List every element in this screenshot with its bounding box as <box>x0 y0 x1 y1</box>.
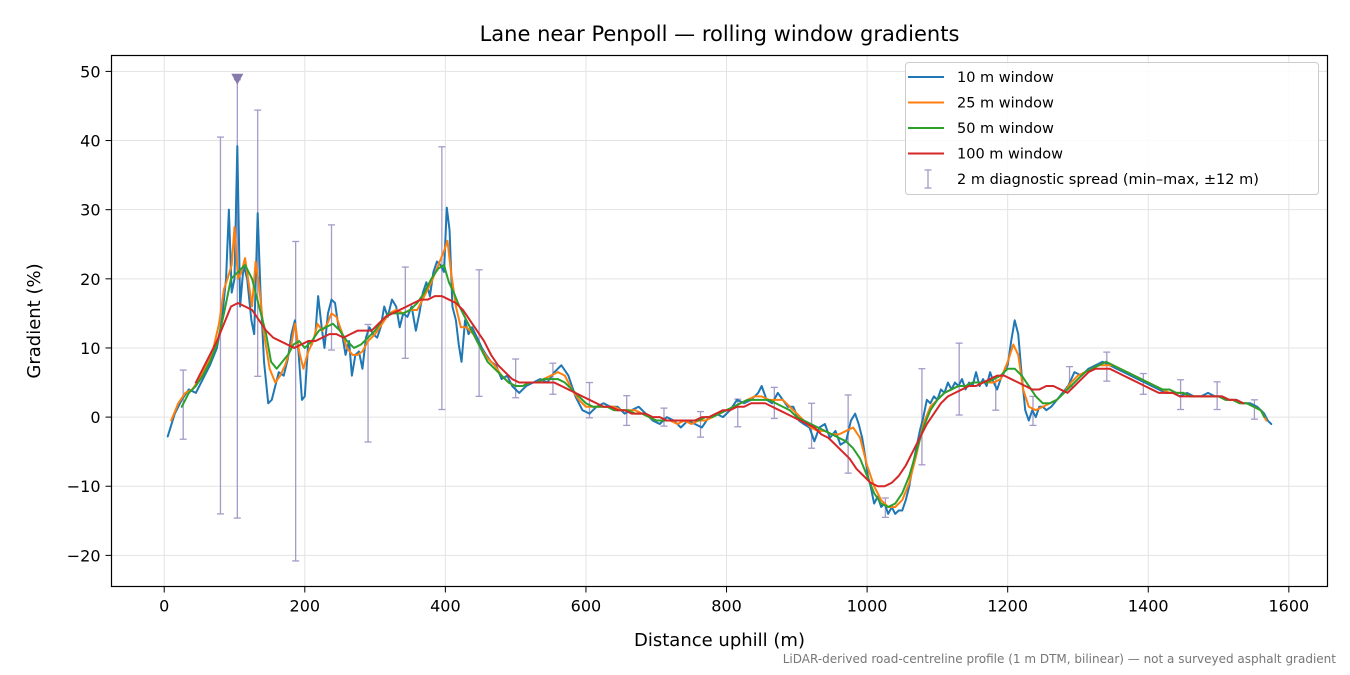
series-lines <box>166 145 1273 515</box>
x-tick-label: 800 <box>711 597 742 616</box>
legend-label: 10 m window <box>957 70 1054 86</box>
y-tick-label: 20 <box>80 270 100 289</box>
legend-label: 2 m diagnostic spread (min–max, ±12 m) <box>957 172 1259 188</box>
y-tick-label: −10 <box>67 477 101 496</box>
x-tick-label: 600 <box>571 597 602 616</box>
x-tick-label: 200 <box>290 597 321 616</box>
legend-box <box>905 62 1319 195</box>
errorbar <box>1250 399 1258 420</box>
footnote: LiDAR-derived road-centreline profile (1… <box>782 652 1336 666</box>
errorbar <box>660 407 668 427</box>
y-tick-label: 50 <box>80 62 100 81</box>
errorbar <box>438 146 446 411</box>
series-line-3 <box>180 264 1266 508</box>
peak-marker <box>231 73 244 85</box>
x-tick-label: 1000 <box>847 597 888 616</box>
errorbar <box>1103 351 1111 382</box>
x-axis-label: Distance uphill (m) <box>634 630 805 651</box>
x-tick-label: 1400 <box>1128 597 1169 616</box>
y-tick-label: 30 <box>80 201 100 220</box>
errorbar <box>512 358 520 399</box>
errorbar <box>918 368 926 466</box>
legend-label: 50 m window <box>957 121 1054 137</box>
errorbar <box>1177 379 1185 411</box>
x-tick-label: 400 <box>430 597 461 616</box>
errorbar <box>328 224 336 351</box>
axis-ticks: 0 200 400 600 800 1000 1200 1400 1600 −20 −10 0 10 20… <box>67 62 1309 615</box>
errorbar <box>955 342 963 416</box>
y-tick-label: 10 <box>80 339 100 358</box>
errorbar <box>1139 372 1147 395</box>
plot-frame <box>110 54 1329 588</box>
x-tick-label: 1200 <box>987 597 1028 616</box>
errorbar <box>292 240 300 562</box>
errorbar <box>697 410 705 438</box>
legend-label: 100 m window <box>957 147 1063 163</box>
series-line-1 <box>166 145 1273 515</box>
x-tick-label: 0 <box>159 597 169 616</box>
series-line-2 <box>170 225 1268 508</box>
marker-layer <box>231 73 244 85</box>
chart-title: Lane near Penpoll — rolling window gradi… <box>480 22 960 46</box>
errorbar <box>364 323 372 443</box>
series-line-4 <box>194 295 1245 488</box>
y-tick-label: 0 <box>90 408 100 427</box>
legend: 10 m window 25 m window 50 m window 100 m w… <box>905 62 1319 195</box>
y-tick-label: 40 <box>80 132 100 151</box>
x-tick-label: 1600 <box>1268 597 1309 616</box>
legend-label: 25 m window <box>957 96 1054 112</box>
y-tick-label: −20 <box>67 546 101 565</box>
grid-lines <box>111 55 1328 587</box>
y-axis-label: Gradient (%) <box>24 263 45 378</box>
